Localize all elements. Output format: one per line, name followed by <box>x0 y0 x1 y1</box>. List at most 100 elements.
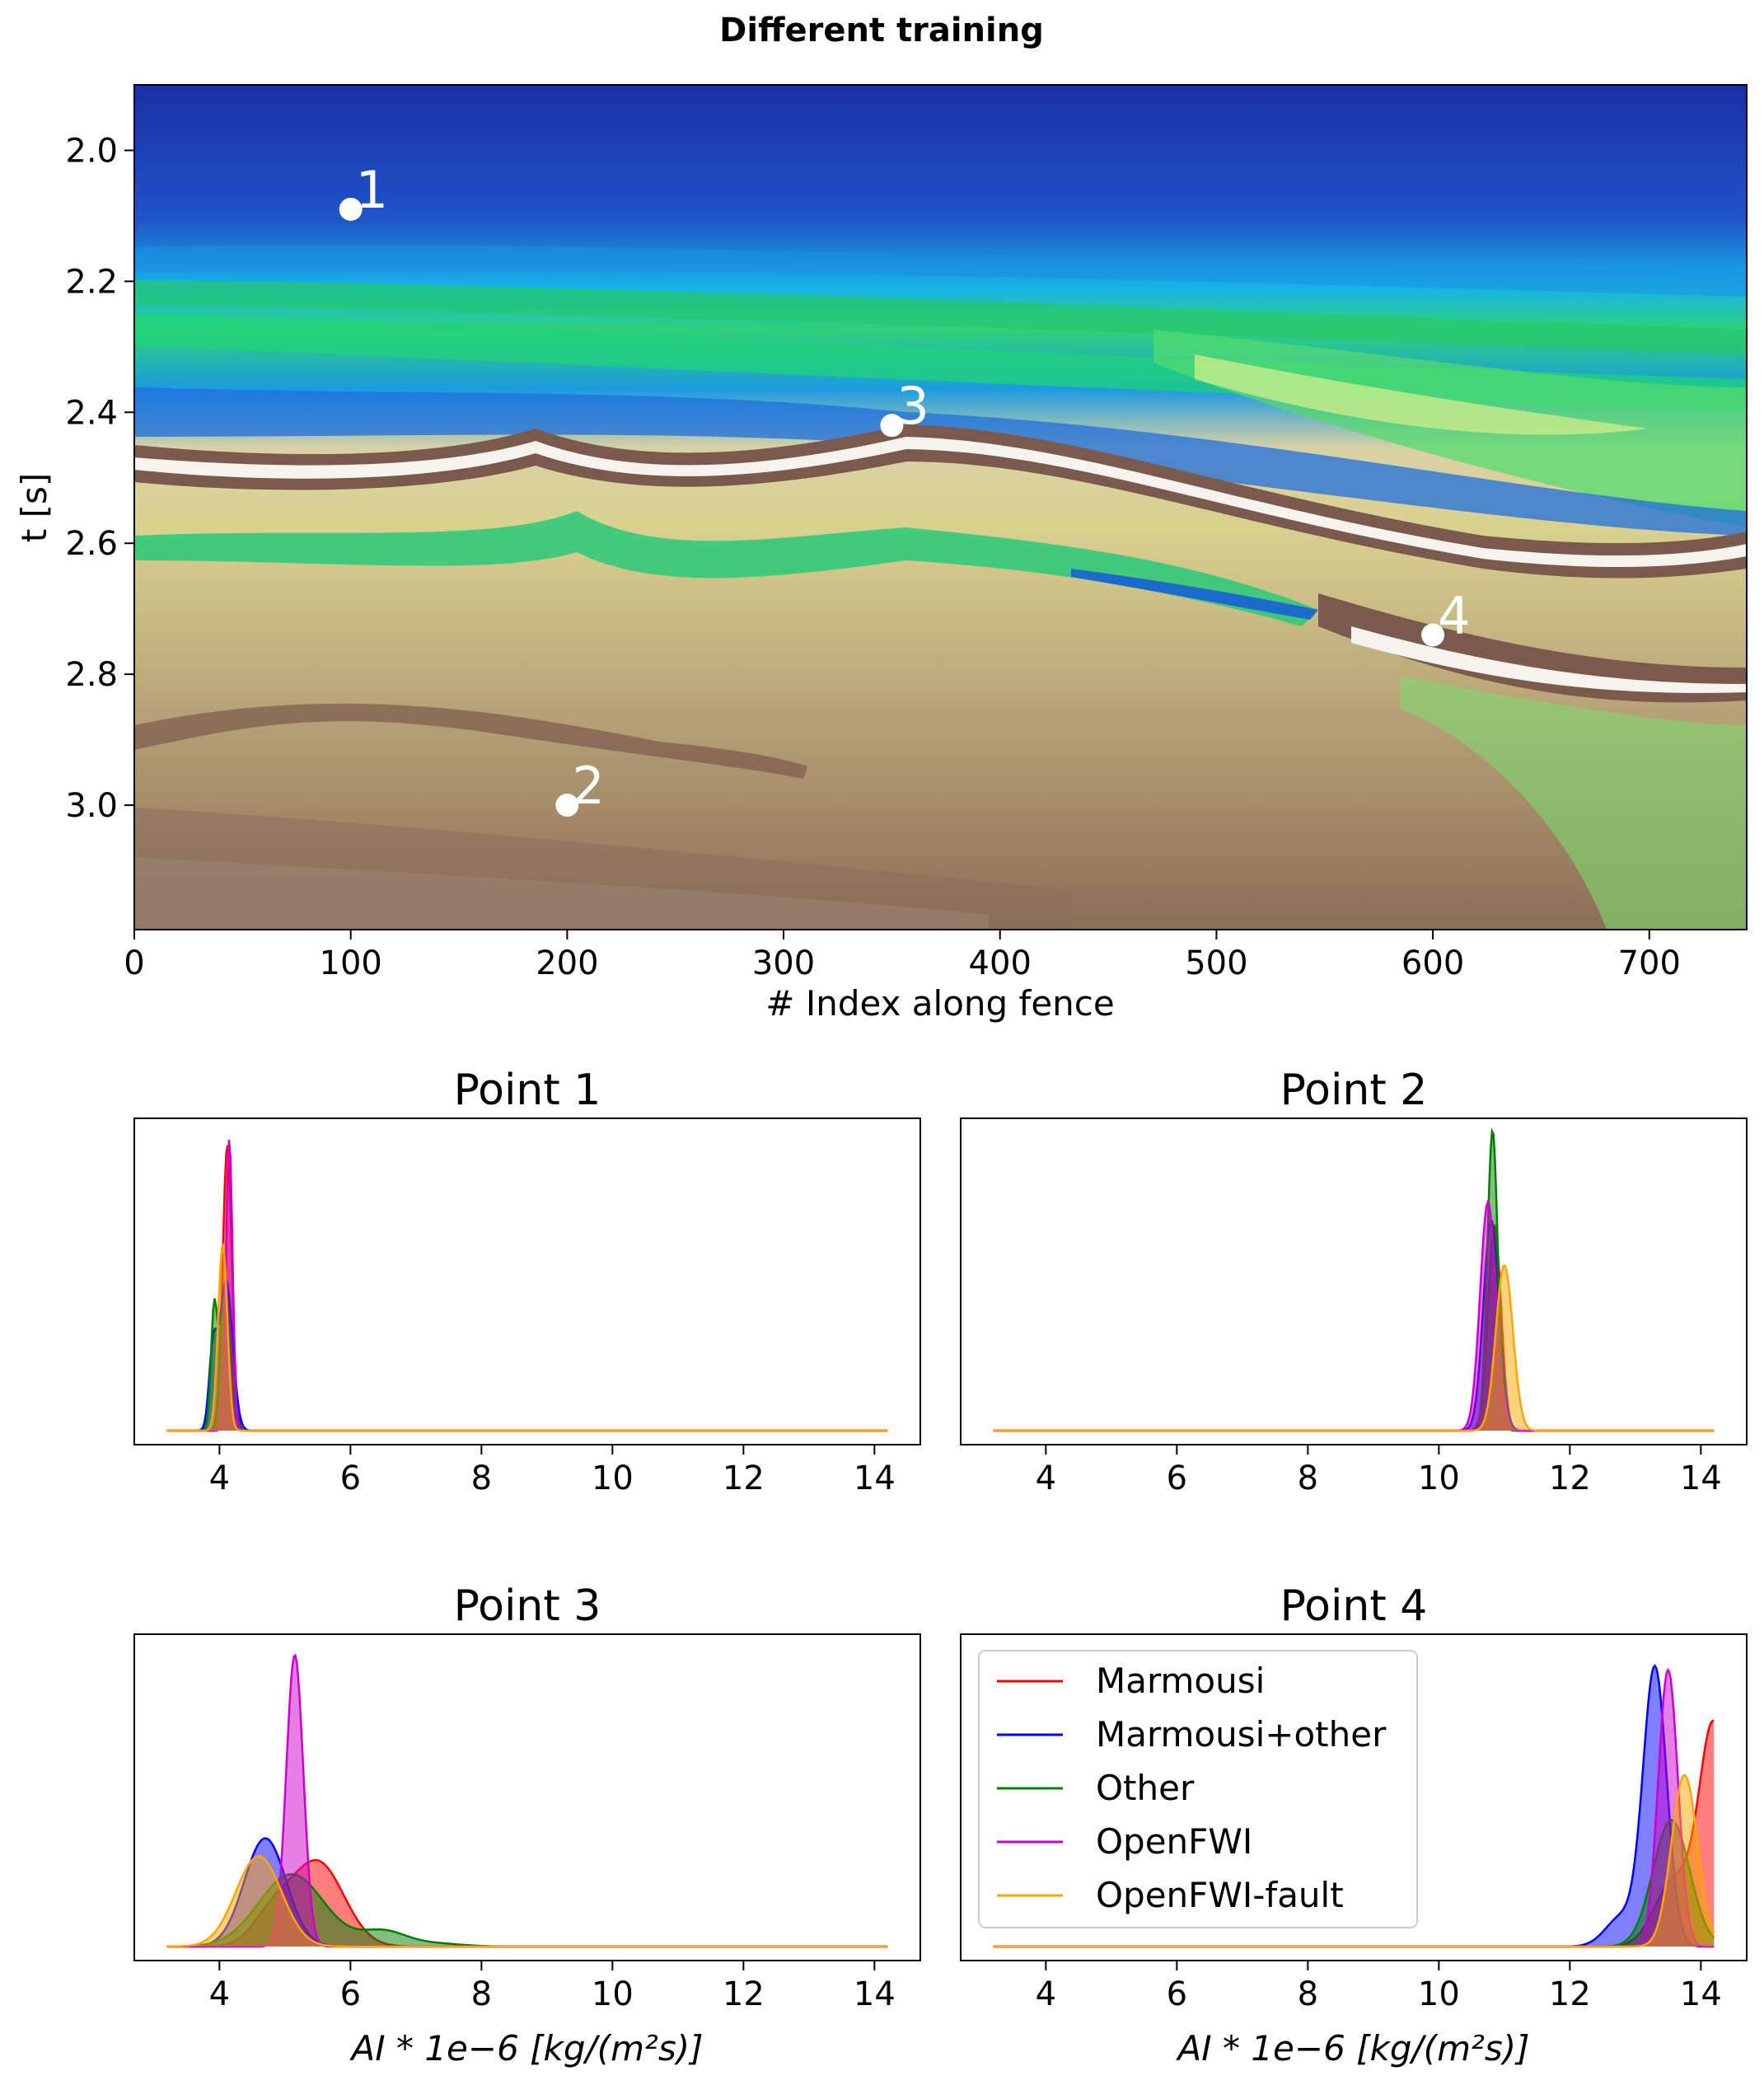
section-markers: 1 2 3 4 <box>339 160 1471 818</box>
panel-point-3: Point 3 4 6 8 10 12 14 AI * 1e−6 [kg/(m²s)] <box>133 1581 921 2069</box>
kde-line-other <box>993 1127 1715 1432</box>
kde-fill-other <box>993 1131 1715 1431</box>
section-marker-label-1: 1 <box>356 160 388 220</box>
kde-fill-openfwi-fault <box>166 1856 888 1947</box>
panel-x-tick-label: 14 <box>854 1460 896 1497</box>
kde-line-other <box>166 1291 888 1432</box>
section-x-tick-label: 700 <box>1618 944 1681 982</box>
panel-4-x-label: AI * 1e−6 [kg/(m²s)] <box>1176 2028 1530 2069</box>
figure-suptitle: Different training <box>719 12 1044 49</box>
panel-x-tick-label: 12 <box>1549 1975 1591 2013</box>
panel-x-tick-label: 8 <box>471 1975 492 2013</box>
section-x-tick-label: 500 <box>1185 944 1247 982</box>
legend-label: OpenFWI-fault <box>1096 1875 1344 1915</box>
panel-point-1: Point 1 4 6 8 10 12 14 <box>133 1066 921 1497</box>
panel-x-tick-label: 4 <box>1036 1975 1056 2013</box>
panel-3-x-ticks: 4 6 8 10 12 14 <box>209 1961 896 2013</box>
kde-fill-openfwi-fault <box>166 1245 888 1431</box>
kde-fill-other <box>166 1295 888 1431</box>
kde-line-openfwi <box>166 1139 888 1432</box>
section-y-label: t [s] <box>14 473 54 542</box>
section-marker-label-3: 3 <box>896 376 929 436</box>
section-y-tick-label: 2.2 <box>65 263 118 301</box>
panel-point-2: Point 2 4 6 8 10 12 14 <box>960 1066 1748 1497</box>
section-marker-4 <box>1421 623 1445 647</box>
panel-x-tick-label: 6 <box>340 1460 361 1497</box>
kde-line-openfwi-fault <box>993 1264 1715 1432</box>
panel-x-tick-label: 6 <box>1167 1975 1187 2013</box>
legend-box <box>978 1650 1418 1928</box>
panel-x-tick-label: 6 <box>340 1975 361 2013</box>
panel-2-title: Point 2 <box>1280 1066 1428 1115</box>
kde-line-openfwi-fault <box>993 1773 1715 1948</box>
kde-fill-openfwi <box>166 1140 888 1431</box>
section-x-tick-label: 200 <box>536 944 598 982</box>
kde-line-openfwi <box>993 1199 1715 1432</box>
kde-line-marmousi-other <box>166 1277 888 1432</box>
section-x-ticks: 0 100 200 300 400 500 600 700 <box>124 930 1681 982</box>
section-plot: 1 2 3 4 0 100 200 300 400 500 600 700 2.0 2.2 2.4 2.6… <box>14 84 1748 1024</box>
legend-label: Other <box>1096 1768 1195 1808</box>
legend-label: OpenFWI <box>1096 1821 1252 1862</box>
kde-fill-other <box>993 1820 1715 1947</box>
panel-4-curves <box>993 1664 1715 1948</box>
section-x-tick-label: 400 <box>969 944 1032 982</box>
kde-fill-openfwi-fault <box>993 1265 1715 1431</box>
panel-x-tick-label: 12 <box>1549 1460 1591 1497</box>
panel-x-tick-label: 4 <box>1036 1460 1056 1497</box>
panel-2-curves <box>993 1127 1715 1432</box>
kde-line-openfwi-fault <box>166 1242 888 1432</box>
panel-1-frame <box>133 1117 921 1445</box>
section-y-tick-label: 3.0 <box>65 787 118 825</box>
panel-1-title: Point 1 <box>454 1066 601 1115</box>
panel-1-x-ticks: 4 6 8 10 12 14 <box>209 1445 896 1497</box>
panel-point-4: Point 4 4 6 8 10 12 14 AI * 1e−6 [kg/(m²s)] M… <box>960 1581 1748 2069</box>
section-marker-2 <box>555 794 579 818</box>
panel-x-tick-label: 14 <box>854 1975 896 2013</box>
kde-fill-other <box>166 1874 888 1947</box>
panel-x-tick-label: 14 <box>1680 1975 1722 2013</box>
section-x-tick-label: 600 <box>1401 944 1464 982</box>
section-marker-3 <box>880 414 904 438</box>
panel-2-frame <box>960 1117 1748 1445</box>
panel-x-tick-label: 10 <box>592 1460 634 1497</box>
legend-items: Marmousi Marmousi+other Other OpenFWI OpenFW… <box>997 1661 1387 1915</box>
section-x-tick-label: 100 <box>320 944 382 982</box>
kde-fill-marmousi <box>993 1226 1715 1431</box>
panel-x-tick-label: 8 <box>1298 1460 1318 1497</box>
legend-label: Marmousi+other <box>1096 1714 1387 1755</box>
panel-x-tick-label: 8 <box>471 1460 492 1497</box>
section-marker-label-2: 2 <box>572 756 604 816</box>
section-y-tick-label: 2.8 <box>65 656 118 694</box>
panel-x-tick-label: 12 <box>723 1460 765 1497</box>
panel-3-x-label: AI * 1e−6 [kg/(m²s)] <box>349 2028 704 2069</box>
section-y-tick-label: 2.4 <box>65 394 118 432</box>
section-y-tick-label: 2.6 <box>65 525 118 563</box>
panel-x-tick-label: 14 <box>1680 1460 1722 1497</box>
panel-4-title: Point 4 <box>1280 1581 1428 1631</box>
legend-label: Marmousi <box>1096 1661 1265 1701</box>
panel-x-tick-label: 4 <box>209 1975 230 2013</box>
kde-line-marmousi <box>993 1223 1715 1432</box>
kde-fill-marmousi-other <box>993 1221 1715 1431</box>
section-x-tick-label: 300 <box>752 944 815 982</box>
panel-3-frame <box>133 1633 921 1961</box>
section-image <box>134 85 1747 930</box>
kde-line-marmousi <box>166 1145 888 1432</box>
panel-4-x-ticks: 4 6 8 10 12 14 <box>1036 1961 1722 2013</box>
section-y-ticks: 2.0 2.2 2.4 2.6 2.8 3.0 <box>65 132 134 825</box>
panel-1-curves <box>166 1139 888 1432</box>
panel-x-tick-label: 10 <box>592 1975 634 2013</box>
panel-x-tick-label: 10 <box>1418 1975 1460 2013</box>
section-marker-1 <box>339 197 363 221</box>
panel-2-x-ticks: 4 6 8 10 12 14 <box>1036 1445 1722 1497</box>
panel-4-frame <box>960 1633 1748 1961</box>
kde-line-marmousi-other <box>993 1219 1715 1432</box>
panel-x-tick-label: 10 <box>1418 1460 1460 1497</box>
section-frame <box>133 84 1748 930</box>
panel-x-tick-label: 6 <box>1167 1460 1187 1497</box>
panel-x-tick-label: 8 <box>1298 1975 1318 2013</box>
section-x-tick-label: 0 <box>124 944 144 982</box>
panel-3-curves <box>166 1653 888 1948</box>
